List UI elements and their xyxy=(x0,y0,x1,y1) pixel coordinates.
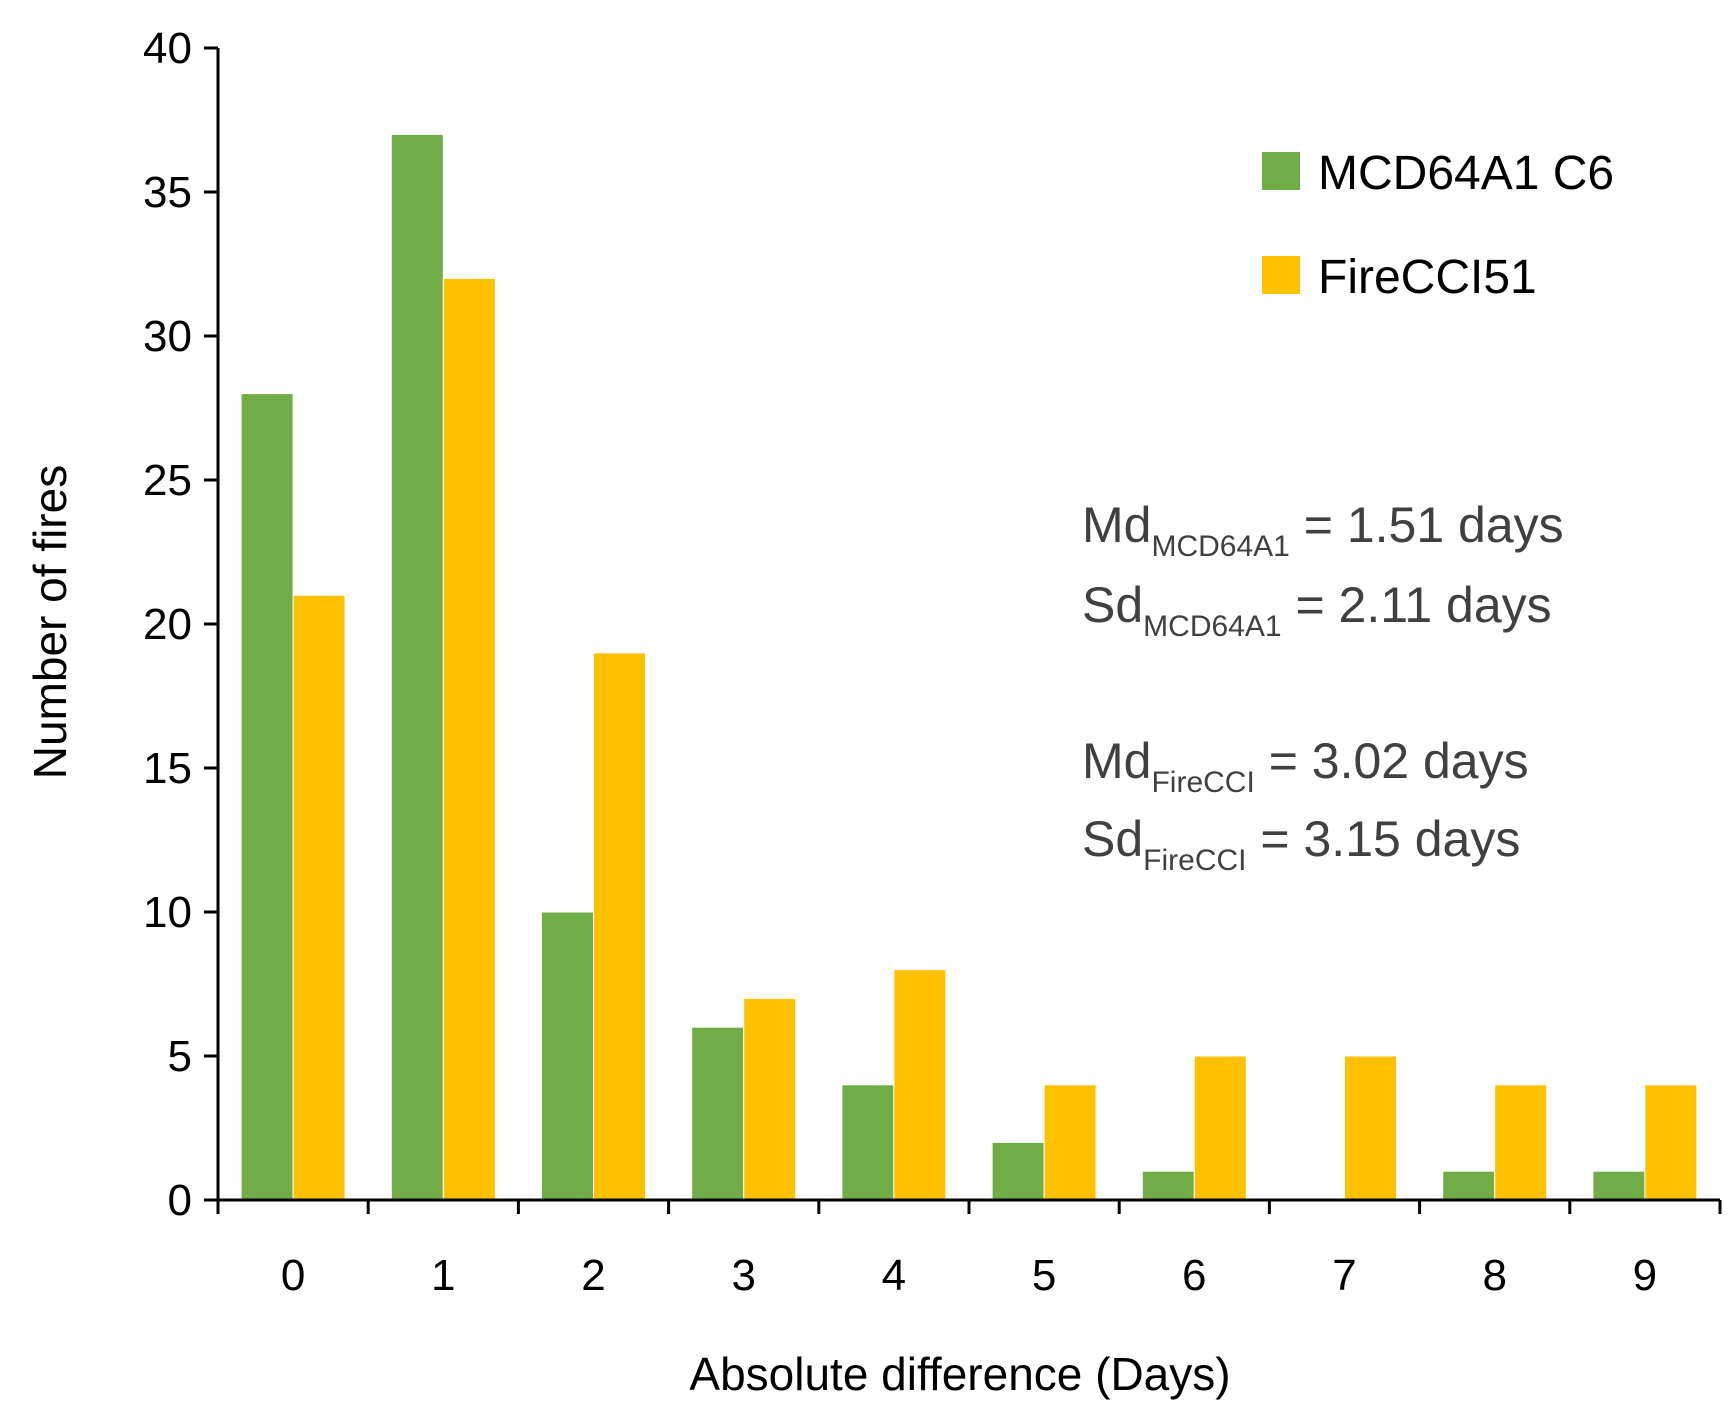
x-tick-label: 1 xyxy=(431,1251,455,1300)
x-tick-label: 8 xyxy=(1482,1251,1506,1300)
x-tick-label: 5 xyxy=(1032,1251,1056,1300)
stat-sd-mcd64a1: SdMCD64A1 = 2.11 days xyxy=(1082,577,1552,643)
y-tick-label: 0 xyxy=(168,1176,192,1225)
x-tick-label: 6 xyxy=(1182,1251,1206,1300)
legend-swatch-firecci51 xyxy=(1262,256,1300,294)
y-tick-label: 30 xyxy=(143,312,192,361)
bar-mcd64a1-c6-4 xyxy=(841,1084,895,1201)
bar-firecci51-3 xyxy=(743,997,797,1201)
bar-mcd64a1-c6-2 xyxy=(541,911,594,1201)
bar-mcd64a1-c6-1 xyxy=(390,133,444,1201)
x-tick-label: 0 xyxy=(281,1251,305,1300)
y-tick-label: 25 xyxy=(143,456,192,505)
bar-mcd64a1-c6-5 xyxy=(991,1141,1045,1201)
x-tick-label: 3 xyxy=(731,1251,755,1300)
x-tick-label: 9 xyxy=(1633,1251,1657,1300)
stat-md-firecci: MdFireCCI = 3.02 days xyxy=(1082,733,1529,799)
y-axis-title: Number of fires xyxy=(24,465,76,779)
x-axis-title: Absolute difference (Days) xyxy=(689,1348,1230,1400)
stat-sd-firecci: SdFireCCI = 3.15 days xyxy=(1082,811,1520,877)
bars-layer xyxy=(240,133,1698,1201)
x-tick-label: 4 xyxy=(882,1251,906,1300)
bar-firecci51-0 xyxy=(292,594,346,1201)
y-tick-label: 20 xyxy=(143,600,192,649)
legend-swatch-mcd64a1 xyxy=(1262,152,1300,190)
bar-mcd64a1-c6-8 xyxy=(1442,1170,1496,1201)
y-tick-label: 35 xyxy=(143,168,192,217)
bar-firecci51-2 xyxy=(593,652,646,1201)
legend: MCD64A1 C6 FireCCI51 xyxy=(1262,147,1614,304)
x-tick-label: 2 xyxy=(581,1251,605,1300)
x-tick-label: 7 xyxy=(1332,1251,1356,1300)
bar-mcd64a1-c6-9 xyxy=(1592,1170,1646,1201)
bar-mcd64a1-c6-3 xyxy=(691,1026,745,1201)
bar-firecci51-6 xyxy=(1193,1055,1247,1201)
bar-firecci51-8 xyxy=(1494,1084,1548,1201)
y-tick-label: 5 xyxy=(168,1032,192,1081)
stats-annotation: MdMCD64A1 = 1.51 days SdMCD64A1 = 2.11 d… xyxy=(1082,497,1564,877)
bar-mcd64a1-c6-0 xyxy=(240,393,294,1201)
stat-md-mcd64a1: MdMCD64A1 = 1.51 days xyxy=(1082,497,1564,563)
legend-label-firecci51: FireCCI51 xyxy=(1318,251,1537,304)
legend-label-mcd64a1: MCD64A1 C6 xyxy=(1318,147,1614,200)
y-tick-label: 15 xyxy=(143,744,192,793)
bar-firecci51-4 xyxy=(893,969,947,1201)
bar-mcd64a1-c6-6 xyxy=(1141,1170,1195,1201)
bar-firecci51-5 xyxy=(1043,1084,1097,1201)
bar-firecci51-7 xyxy=(1344,1055,1397,1201)
bar-firecci51-9 xyxy=(1644,1084,1698,1201)
bar-firecci51-1 xyxy=(442,277,496,1201)
x-ticks: 0 1 2 3 4 5 6 7 8 9 xyxy=(216,1200,1722,1300)
y-tick-label: 10 xyxy=(143,888,192,937)
y-tick-label: 40 xyxy=(143,24,192,73)
y-ticks: 0 5 10 15 20 25 30 35 40 xyxy=(143,24,218,1225)
